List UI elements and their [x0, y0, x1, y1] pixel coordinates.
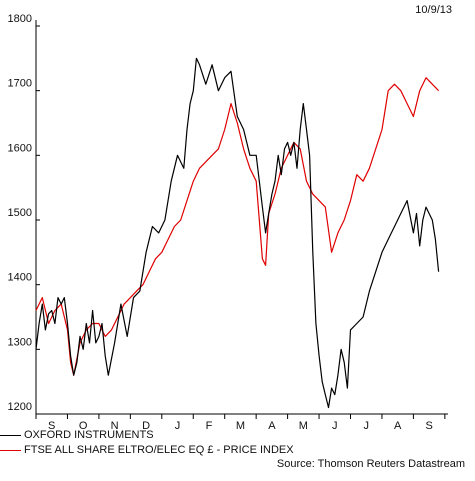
y-tick-label-1800: 1800 — [8, 13, 32, 25]
y-tick-label-1500: 1500 — [8, 207, 32, 219]
x-tick-label-F-5: F — [206, 420, 213, 432]
legend-label-ftse: FTSE ALL SHARE ELTRO/ELEC EQ £ - PRICE I… — [24, 444, 294, 456]
series-line-ftse-eltro-elec — [35, 77, 440, 376]
x-tick-label-O-1: O — [79, 420, 88, 432]
source-note: Source: Thomson Reuters Datastream — [276, 458, 465, 470]
legend-entry-ftse: FTSE ALL SHARE ELTRO/ELEC EQ £ - PRICE I… — [0, 443, 475, 458]
x-tick-label-J-4: J — [175, 420, 181, 432]
x-tick-label-A-7: A — [268, 420, 276, 432]
legend-label-oxford: OXFORD INSTRUMENTS — [24, 429, 154, 441]
legend-swatch-oxford — [0, 435, 21, 436]
date-label: 10/9/13 — [415, 4, 452, 16]
y-tick-label-1200: 1200 — [8, 401, 32, 413]
y-tick-label-1700: 1700 — [8, 78, 32, 90]
series-line-oxford-instruments — [35, 57, 440, 409]
x-tick-label-S-12: S — [425, 420, 432, 432]
x-tick-label-D-3: D — [142, 420, 150, 432]
x-tick-label-J-9: J — [332, 420, 338, 432]
legend-swatch-ftse — [0, 450, 21, 451]
y-tick-label-1600: 1600 — [8, 142, 32, 154]
y-tick-label-1400: 1400 — [8, 272, 32, 284]
x-tick-label-J-10: J — [363, 420, 369, 432]
x-tick-label-M-6: M — [236, 420, 245, 432]
series-lines — [35, 57, 440, 409]
x-tick-label-S-0: S — [48, 420, 55, 432]
x-tick-label-A-11: A — [394, 420, 402, 432]
axes: 1200 1300 1400 1500 1600 1700 1800 S O N D J F M A M J J A… — [8, 13, 448, 432]
legend-entry-oxford: OXFORD INSTRUMENTS — [0, 428, 475, 443]
legend: OXFORD INSTRUMENTS FTSE ALL SHARE ELTRO/… — [0, 428, 475, 458]
y-tick-label-1300: 1300 — [8, 336, 32, 348]
x-tick-label-N-2: N — [111, 420, 119, 432]
x-tick-label-M-8: M — [299, 420, 308, 432]
